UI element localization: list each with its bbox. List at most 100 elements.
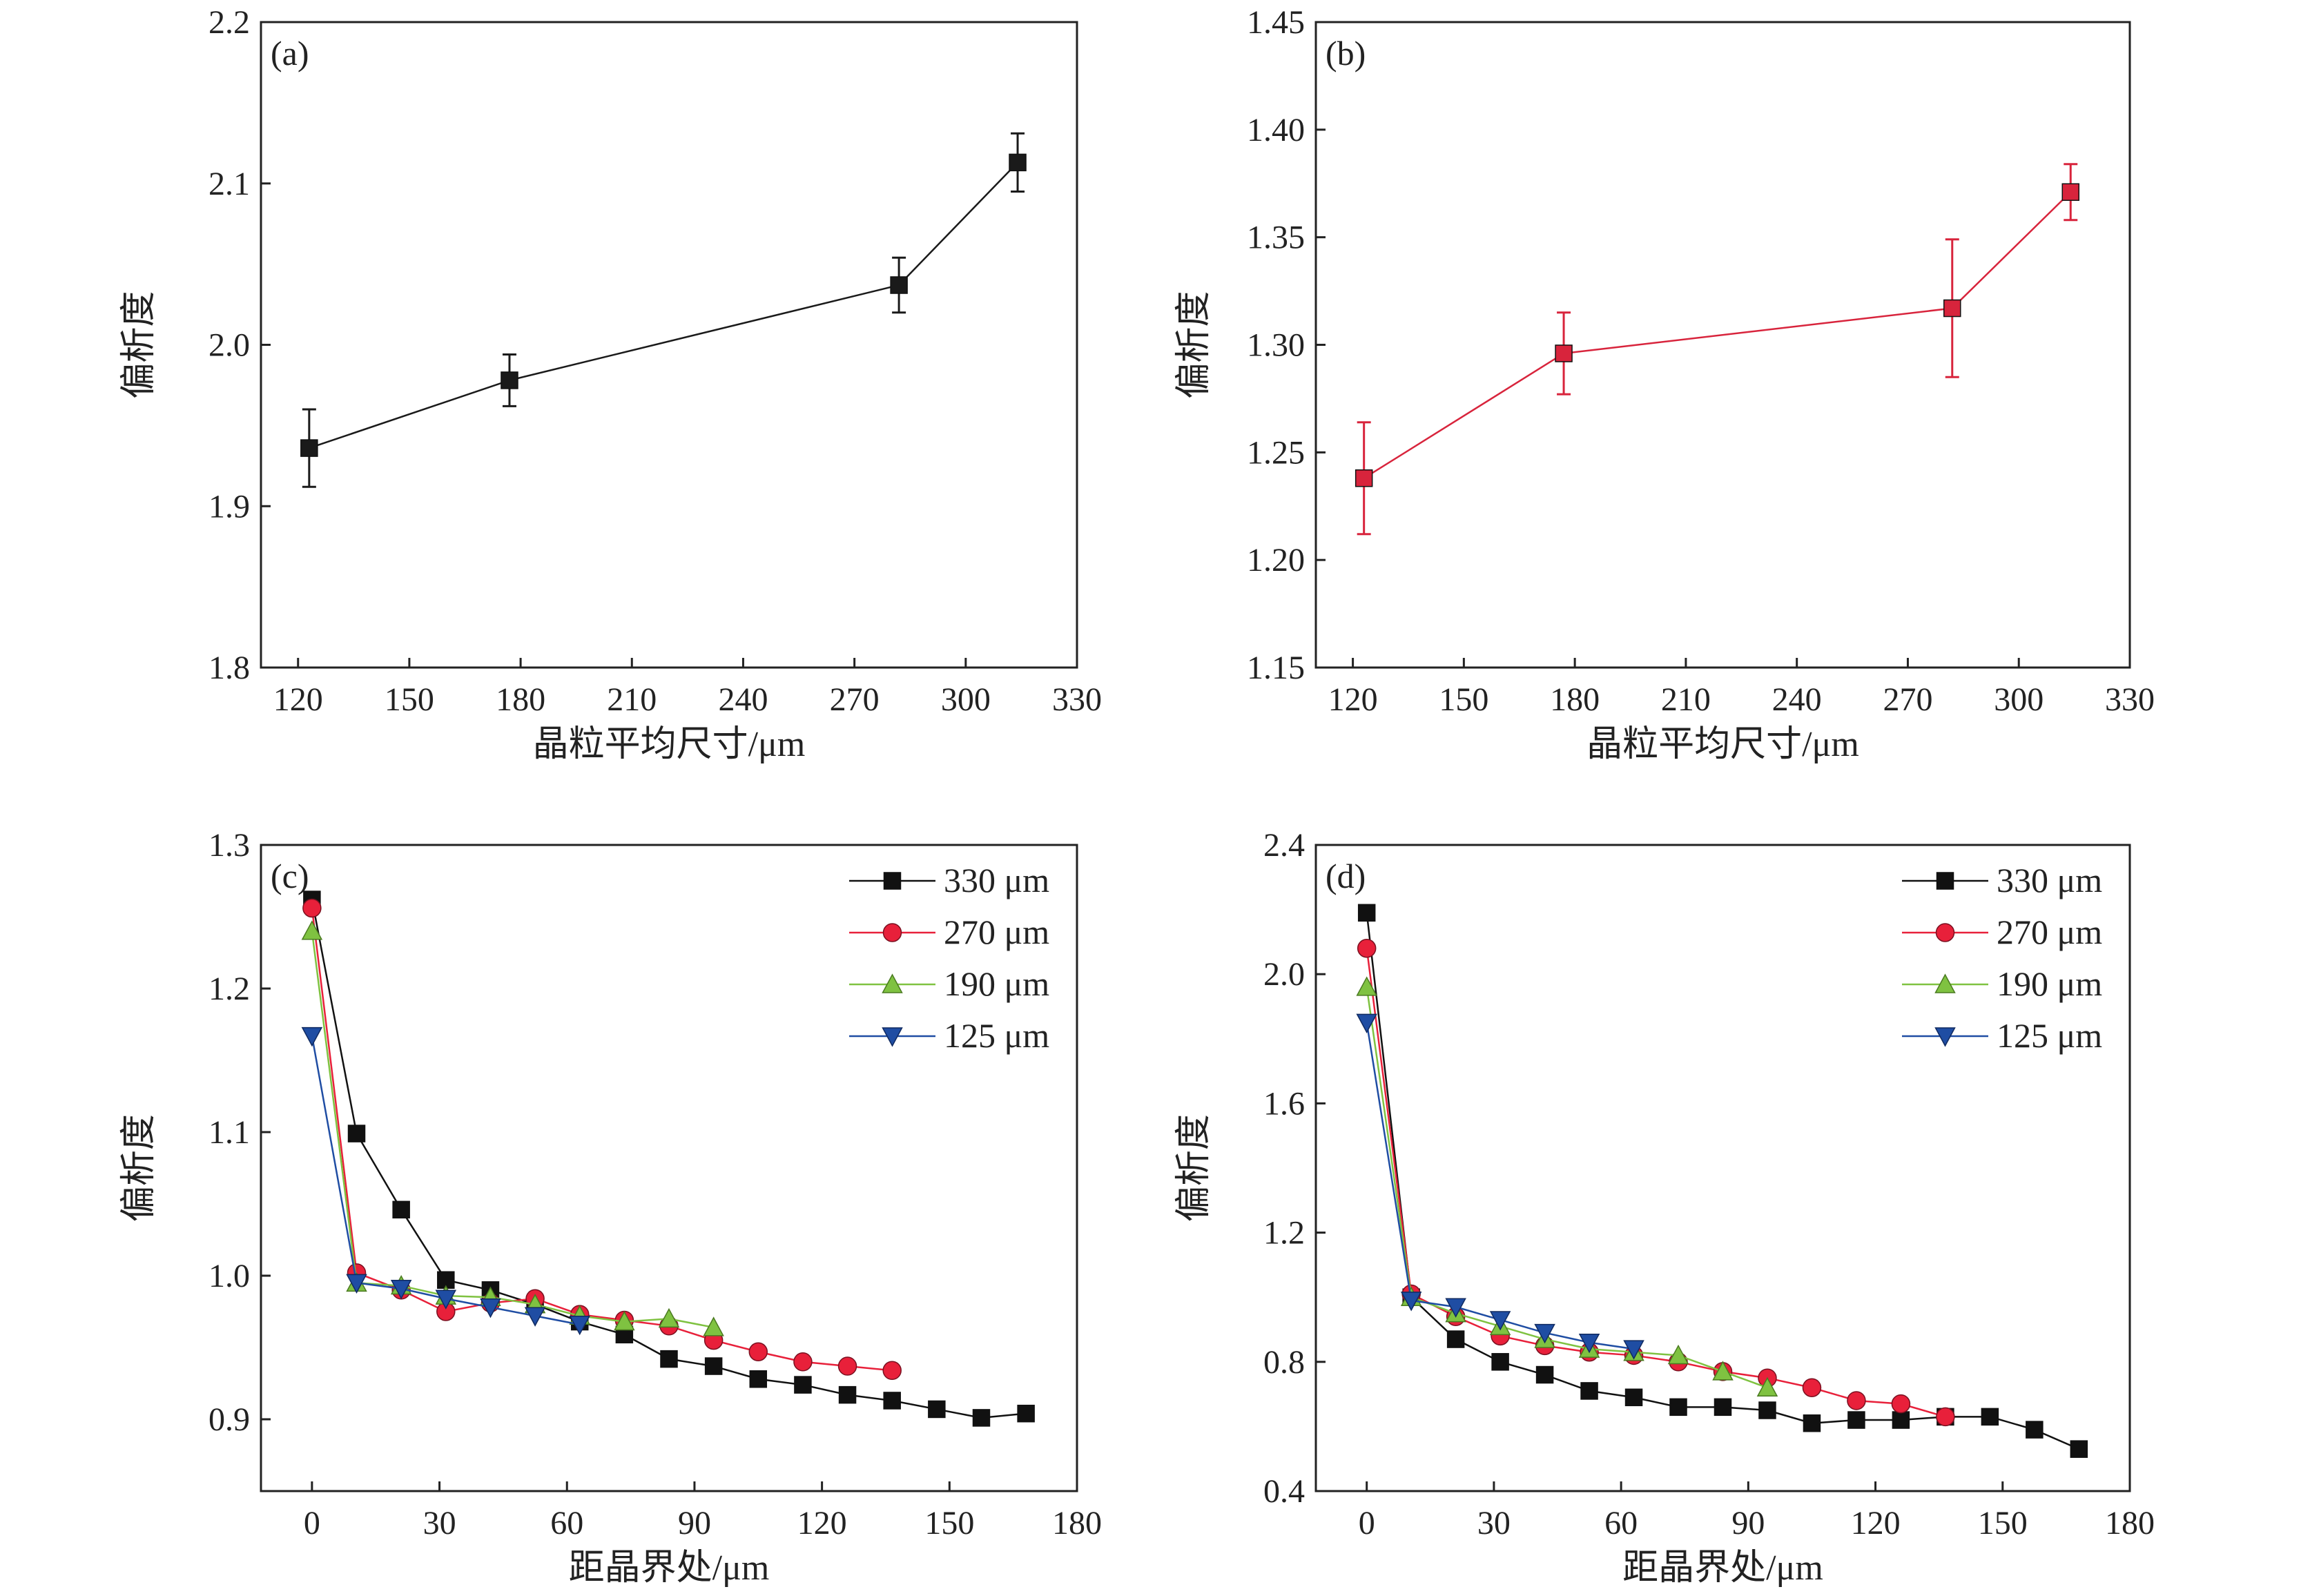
- legend-marker: [1934, 1027, 1956, 1047]
- x-tick-label: 270: [1883, 681, 1932, 718]
- legend-marker: [1934, 973, 1956, 993]
- plot-frame: [260, 21, 1078, 669]
- x-tick-label: 300: [1994, 681, 2044, 718]
- x-tick-label: 180: [1052, 1505, 1102, 1541]
- legend: 330 μm 270 μm 190 μm 125 μm: [1902, 861, 2102, 1055]
- x-axis-title: 距晶界处/μm: [569, 1548, 770, 1588]
- x-axis-title: 距晶界处/μm: [1622, 1548, 1823, 1588]
- data-point: [704, 1357, 723, 1375]
- legend-label: 125 μm: [1997, 1016, 2102, 1055]
- series-3: [1356, 976, 1778, 1396]
- x-tick-label: 120: [1328, 681, 1378, 718]
- y-tick-label: 2.4: [1263, 827, 1305, 864]
- data-point: [1624, 1388, 1643, 1407]
- data-point: [1847, 1411, 1865, 1429]
- data-point: [890, 276, 908, 294]
- data-point: [346, 1274, 367, 1294]
- legend: 330 μm 270 μm 190 μm 125 μm: [849, 861, 1049, 1055]
- chart-panel-b: 120 150 180 210 240 270 300 330 1.15 1.20 1.25 1.30…: [1174, 4, 2155, 764]
- x-tick-label: 210: [607, 681, 657, 718]
- x-tick-label: 150: [924, 1505, 974, 1541]
- legend-label: 270 μm: [944, 913, 1049, 951]
- data-point: [302, 898, 322, 918]
- data-point: [347, 1125, 366, 1142]
- x-tick-label: 210: [1661, 681, 1711, 718]
- data-point: [838, 1385, 857, 1404]
- data-point: [1756, 1376, 1778, 1396]
- legend-entry: 125 μm: [849, 1016, 1049, 1055]
- y-tick-label: 2.0: [1263, 956, 1305, 993]
- data-point: [569, 1315, 590, 1336]
- data-point: [1847, 1391, 1866, 1410]
- y-axis-title: 偏析度: [119, 291, 159, 398]
- data-point: [435, 1290, 457, 1310]
- legend-entry: 190 μm: [849, 964, 1049, 1003]
- data-point: [2061, 183, 2080, 201]
- data-point: [390, 1279, 412, 1300]
- series-line: [1366, 986, 1768, 1389]
- data-point: [1009, 153, 1027, 172]
- data-point: [1981, 1408, 1999, 1426]
- data-point: [1712, 1361, 1734, 1381]
- x-tick-label: 330: [1052, 681, 1102, 718]
- panel-label: (b): [1326, 34, 1366, 72]
- legend-marker: [883, 872, 902, 890]
- data-point: [837, 1356, 857, 1376]
- panel-label: (c): [271, 857, 309, 895]
- y-tick-label: 1.45: [1247, 4, 1305, 41]
- legend-entry: 270 μm: [1902, 913, 2102, 951]
- plot-frame: [260, 844, 1078, 1492]
- x-tick-label: 90: [678, 1505, 711, 1541]
- x-tick-label: 240: [718, 681, 768, 718]
- plot-frame: [1314, 21, 2131, 669]
- data-point: [1943, 299, 1961, 318]
- legend-entry: 270 μm: [849, 913, 1049, 951]
- x-tick-label: 270: [830, 681, 880, 718]
- y-axis-title: 偏析度: [119, 1114, 159, 1222]
- data-point: [928, 1400, 946, 1419]
- data-point: [524, 1307, 546, 1327]
- x-tick-label: 0: [304, 1505, 320, 1541]
- data-point: [1623, 1340, 1644, 1360]
- y-tick-label: 1.1: [208, 1114, 250, 1151]
- data-point: [501, 371, 518, 389]
- series-2: [302, 898, 902, 1381]
- legend-entry: 330 μm: [1902, 861, 2102, 899]
- y-tick-label: 1.35: [1247, 220, 1305, 256]
- series-1: [303, 891, 1035, 1427]
- x-tick-label: 60: [1604, 1505, 1638, 1541]
- data-point: [1535, 1365, 1554, 1384]
- data-point: [972, 1409, 991, 1427]
- data-point: [1802, 1378, 1822, 1397]
- chart-panel-c: 0 30 60 90 120 150 180 0.9 1.0 1.1 1.2 1.3 距晶界处/μm 偏析…: [119, 827, 1102, 1588]
- data-point: [748, 1342, 768, 1361]
- x-tick-label: 150: [1439, 681, 1488, 718]
- series-1: [1355, 163, 2080, 536]
- x-tick-label: 90: [1731, 1505, 1765, 1541]
- legend-label: 190 μm: [1997, 964, 2102, 1003]
- data-point: [1555, 344, 1573, 362]
- data-point: [1355, 469, 1373, 487]
- data-point: [1578, 1333, 1600, 1354]
- y-tick-label: 2.1: [208, 166, 250, 202]
- x-axis-title: 晶粒平均尺寸/μm: [533, 725, 806, 764]
- x-tick-label: 30: [423, 1505, 456, 1541]
- data-point: [660, 1350, 678, 1368]
- data-point: [1017, 1404, 1035, 1423]
- series-line: [311, 899, 1027, 1419]
- data-point: [658, 1307, 680, 1328]
- x-tick-label: 30: [1477, 1505, 1511, 1541]
- data-point: [301, 920, 323, 940]
- series-1: [300, 132, 1027, 488]
- legend-entry: 330 μm: [849, 861, 1049, 899]
- y-tick-label: 0.4: [1263, 1473, 1305, 1510]
- data-point: [1491, 1353, 1509, 1371]
- y-tick-label: 1.8: [208, 650, 250, 686]
- series-4: [301, 1026, 590, 1336]
- legend-marker: [1936, 872, 1954, 890]
- y-tick-label: 2.0: [208, 327, 250, 364]
- y-tick-label: 1.2: [1263, 1215, 1305, 1252]
- x-tick-label: 180: [2105, 1505, 2155, 1541]
- x-tick-label: 300: [941, 681, 991, 718]
- data-point: [794, 1376, 812, 1394]
